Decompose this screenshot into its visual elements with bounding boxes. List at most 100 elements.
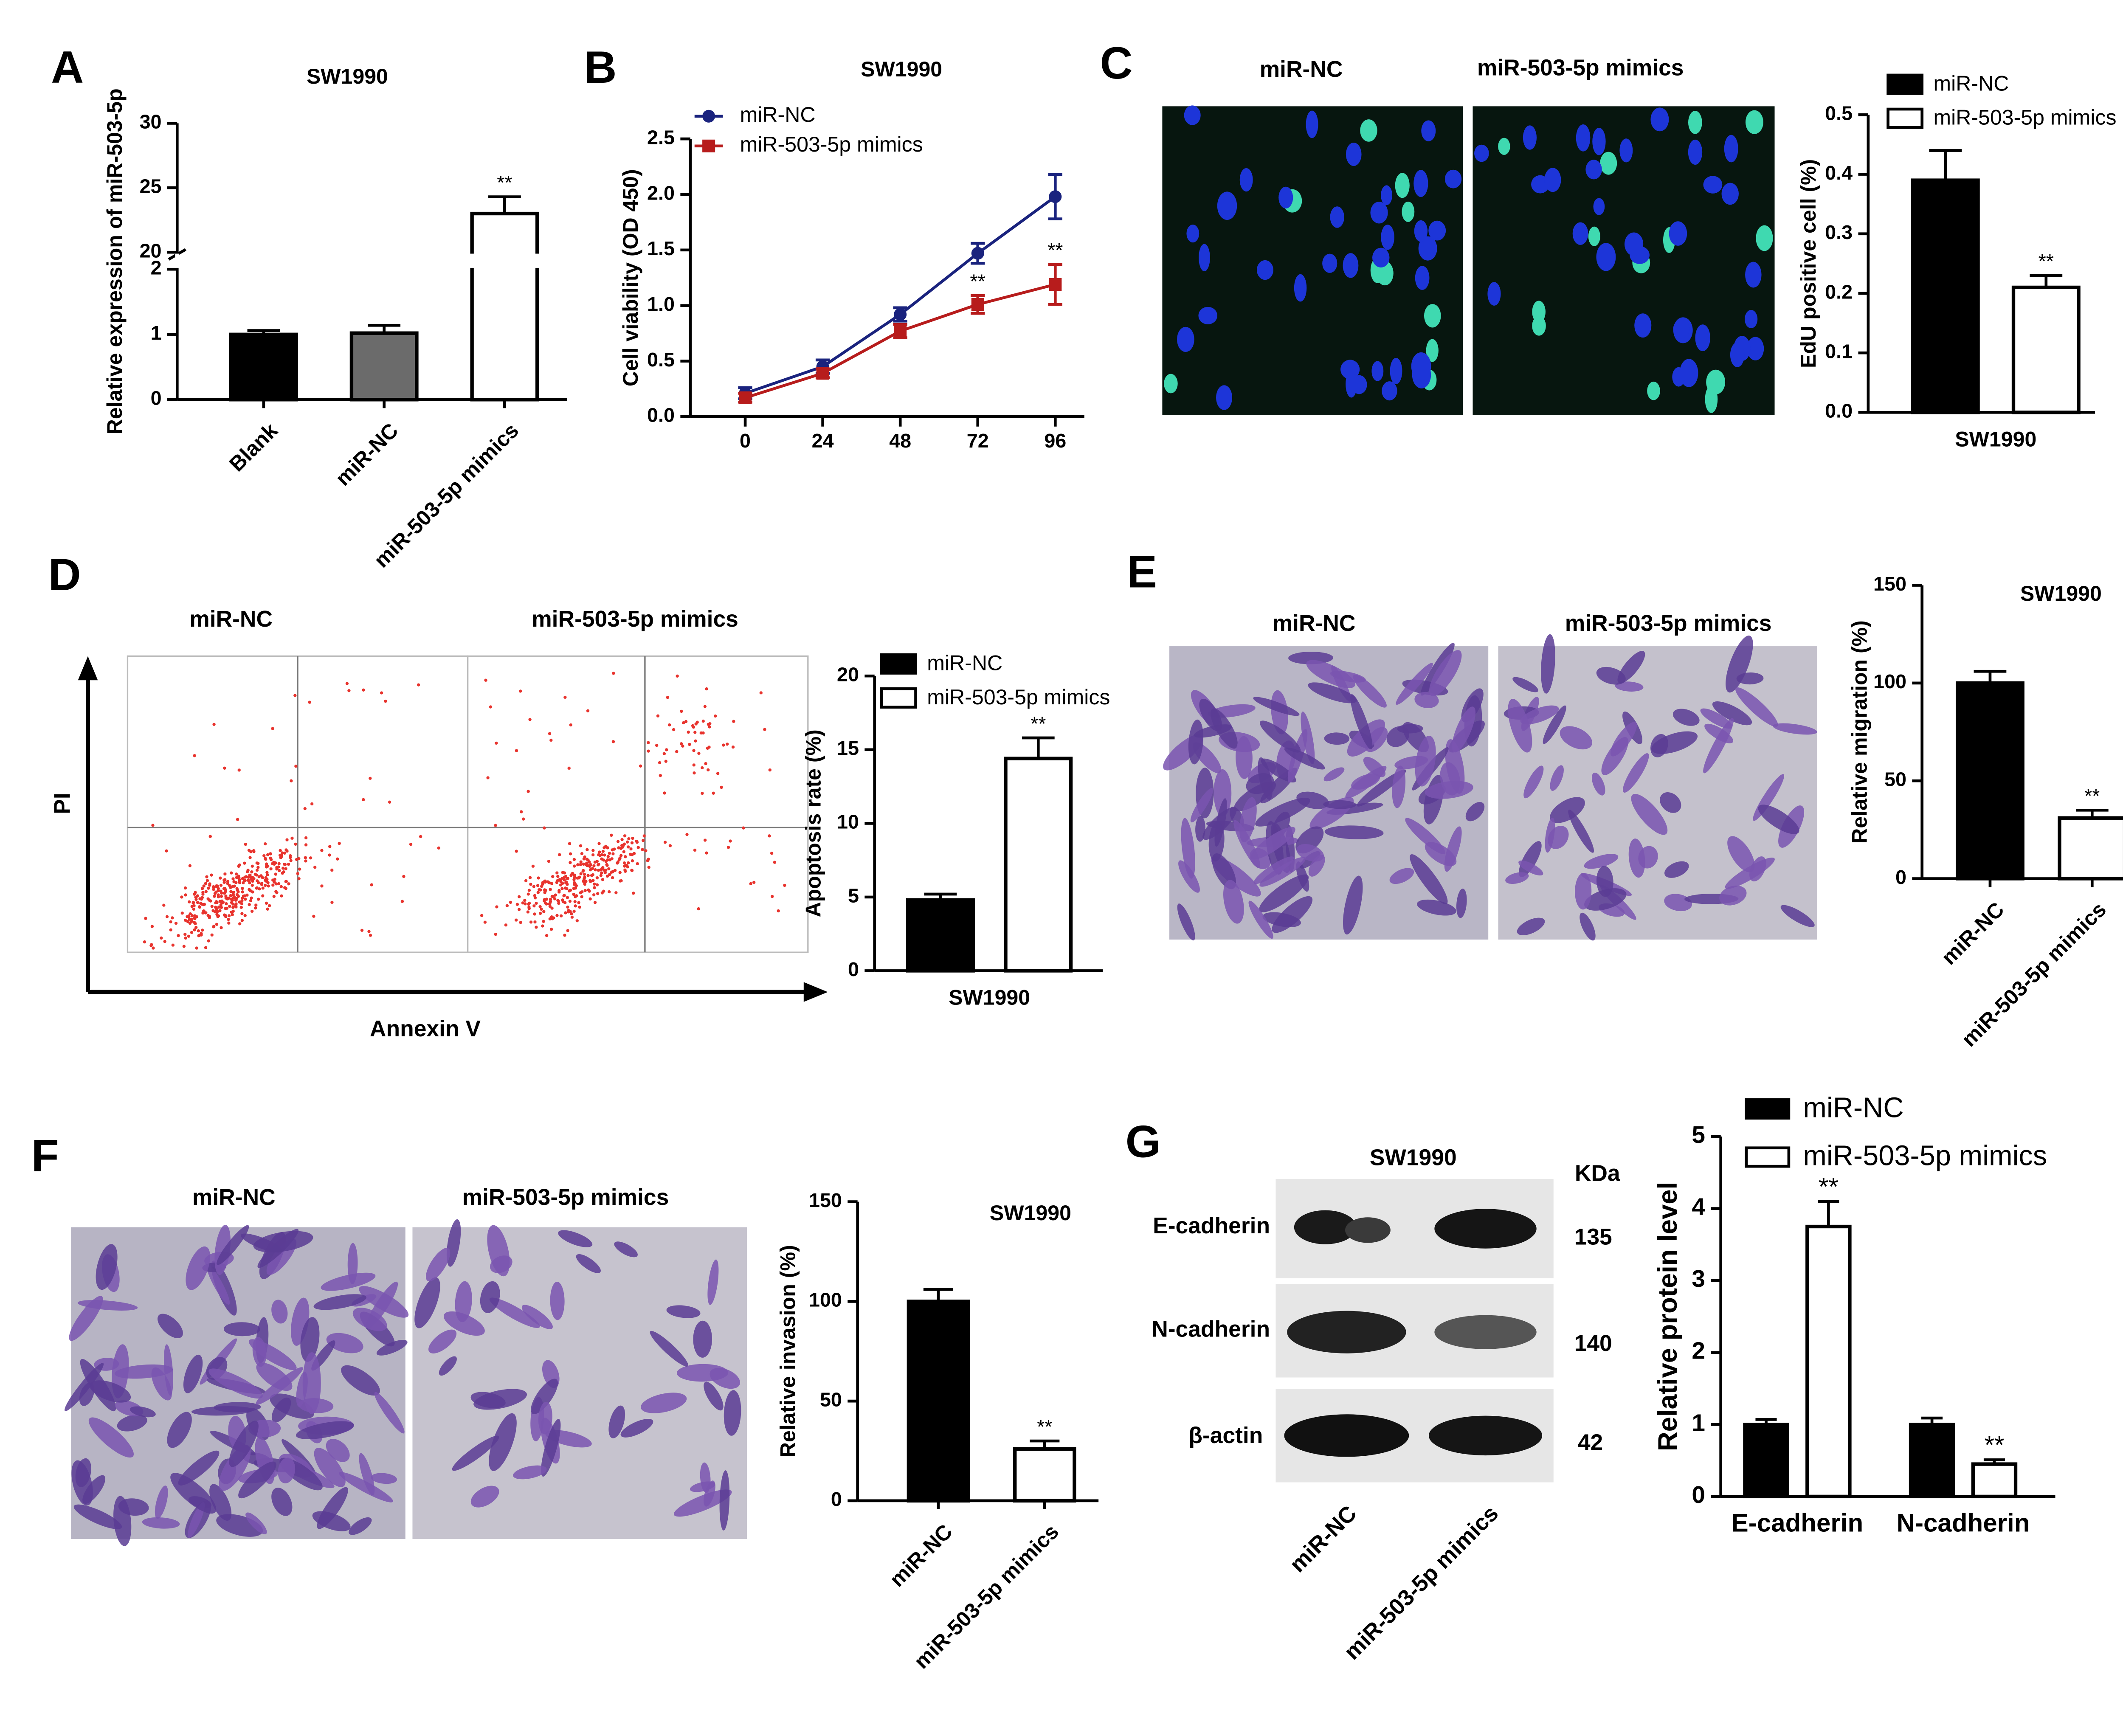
nucleus: [1487, 282, 1501, 306]
cell: [1350, 694, 1373, 750]
nucleus: [1669, 221, 1687, 246]
event-dot: [606, 855, 610, 858]
legend-swatch: [1886, 73, 1924, 95]
legend-swatch: [880, 687, 917, 709]
bar: [1955, 681, 2024, 881]
protein-label: E-cadherin: [1153, 1213, 1270, 1238]
event-dot: [572, 858, 576, 861]
y-tick-label: 25: [140, 175, 162, 197]
event-dot: [504, 923, 508, 927]
x-tick-label: N-cadherin: [1897, 1509, 2030, 1537]
event-dot: [241, 886, 244, 890]
event-dot: [526, 910, 530, 914]
nucleus: [1724, 135, 1738, 163]
event-dot: [603, 853, 606, 857]
cell: [300, 1317, 320, 1362]
event-dot: [250, 870, 253, 874]
event-dot: [707, 723, 710, 726]
event-dot: [509, 900, 512, 904]
event-dot: [208, 883, 211, 887]
significance: **: [2039, 250, 2054, 272]
event-dot: [296, 872, 299, 875]
cell: [314, 1448, 346, 1487]
event-dot: [563, 878, 566, 882]
cell: [1261, 758, 1296, 783]
cell: [443, 1311, 485, 1336]
nucleus: [1198, 307, 1218, 324]
event-dot: [699, 731, 703, 735]
cell: [339, 1472, 393, 1502]
event-dot: [266, 907, 270, 911]
nucleus: [1600, 152, 1617, 175]
event-dot: [193, 914, 197, 917]
event-dot: [590, 874, 594, 877]
event-dot: [320, 849, 324, 852]
event-dot: [218, 876, 222, 880]
event-dot: [771, 895, 774, 898]
cell: [521, 1305, 553, 1329]
event-dot: [551, 895, 555, 898]
event-dot: [612, 672, 615, 675]
event-dot: [271, 727, 274, 730]
event-dot: [294, 842, 297, 846]
event-dot: [151, 824, 155, 827]
event-dot: [258, 887, 261, 891]
nucleus: [1498, 138, 1510, 155]
bar: [1971, 1462, 2018, 1499]
nucleus: [1756, 225, 1773, 251]
y-tick-label: 100: [809, 1289, 842, 1311]
event-dot: [601, 878, 605, 881]
cell: [296, 1372, 308, 1407]
event-dot: [591, 867, 594, 870]
cell: [620, 1419, 653, 1438]
event-dot: [206, 914, 210, 917]
nucleus: [1444, 169, 1462, 189]
cell: [1188, 719, 1204, 765]
event-dot: [542, 920, 545, 923]
event-dot: [265, 878, 269, 881]
cell: [439, 1356, 457, 1376]
event-dot: [298, 867, 301, 871]
event-dot: [656, 714, 660, 717]
event-dot: [642, 838, 645, 842]
y-axis-label: Apoptosis rate (%): [802, 729, 825, 917]
event-dot: [623, 834, 627, 838]
event-dot: [227, 914, 231, 917]
event-dot: [586, 858, 590, 862]
cell: [1545, 817, 1555, 853]
cell: [1465, 802, 1485, 822]
event-dot: [480, 914, 484, 917]
event-dot: [529, 883, 532, 886]
event-dot: [237, 876, 240, 880]
event-dot: [531, 864, 535, 868]
bar: [1743, 1423, 1789, 1499]
event-dot: [553, 897, 557, 900]
event-dot: [345, 682, 349, 685]
y-tick-label: 10: [837, 811, 859, 833]
event-dot: [228, 883, 231, 887]
y-tick-label: 1.5: [647, 237, 675, 259]
cell: [414, 1277, 440, 1328]
cell: [1253, 856, 1294, 884]
cell: [157, 1314, 183, 1339]
y-tick-label: 50: [820, 1388, 842, 1410]
cell: [214, 1402, 261, 1412]
cell: [1288, 651, 1334, 664]
significance: **: [2084, 785, 2100, 807]
event-dot: [308, 701, 311, 704]
event-dot: [538, 912, 542, 915]
event-dot: [644, 849, 648, 853]
event-dot: [188, 900, 191, 903]
event-dot: [246, 869, 250, 872]
cell: [1429, 650, 1462, 697]
event-dot: [223, 890, 227, 894]
event-dot: [287, 863, 290, 866]
event-dot: [619, 879, 623, 883]
cell: [151, 1367, 172, 1401]
cell: [1202, 807, 1237, 840]
event-dot: [550, 882, 554, 885]
event-dot: [294, 765, 298, 768]
event-dot: [241, 890, 245, 894]
marker: [971, 247, 984, 260]
cell: [1615, 681, 1644, 692]
